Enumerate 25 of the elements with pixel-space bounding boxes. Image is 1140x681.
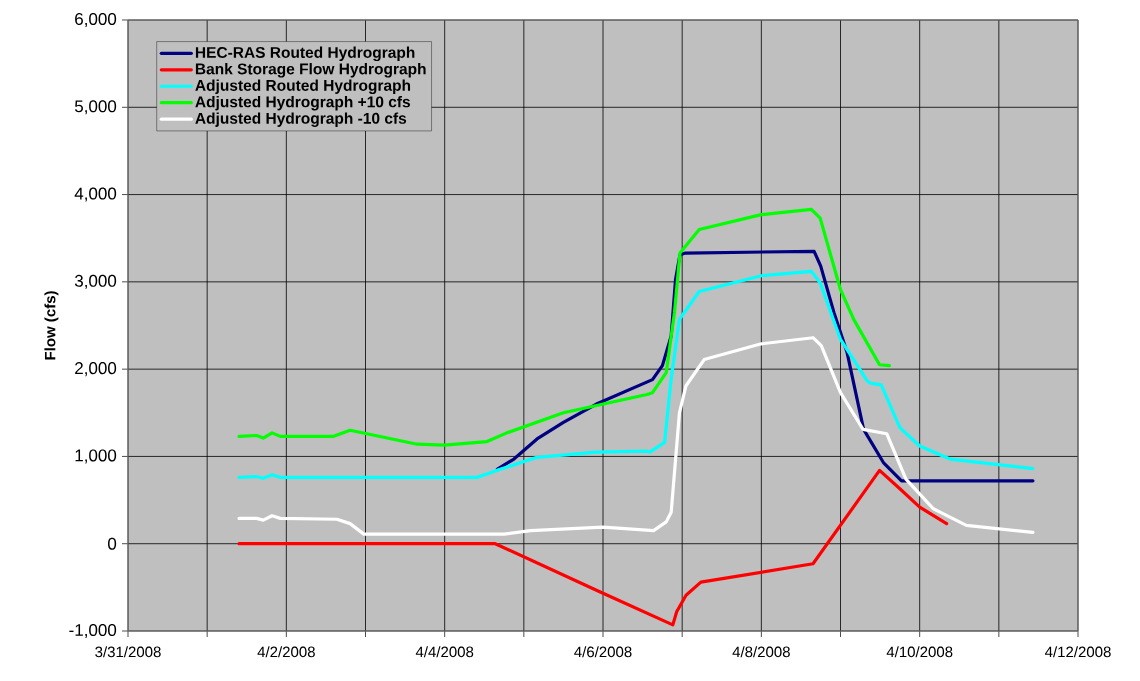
x-tick-label: 4/6/2008 [574, 646, 632, 658]
legend-label: Adjusted Hydrograph -10 cfs [195, 112, 407, 127]
y-tick-label: -1,000 [69, 623, 117, 639]
line-series [237, 269, 1035, 480]
legend-label: Bank Storage Flow Hydrograph [195, 63, 426, 78]
legend-label: Adjusted Hydrograph +10 cfs [195, 95, 410, 111]
line-series [237, 468, 949, 627]
y-tick-label: 0 [108, 537, 117, 550]
x-tick-label: 4/4/2008 [415, 646, 474, 658]
y-tick-label: 4,000 [74, 187, 117, 202]
y-tick-label: 5,000 [74, 100, 117, 115]
y-tick-label: 3,000 [74, 274, 117, 289]
y-tick-label: 1,000 [75, 449, 117, 464]
line-series [237, 336, 1035, 536]
x-tick-label: 4/12/2008 [1044, 646, 1111, 658]
y-tick-label: 2,000 [75, 362, 117, 377]
x-tick-label: 4/2/2008 [257, 646, 315, 658]
legend-label: HEC-RAS Routed Hydrograph [195, 46, 415, 62]
legend-label: Adjusted Routed Hydrograph [195, 79, 411, 95]
x-tick-label: 3/31/2008 [95, 646, 161, 658]
x-tick-label: 4/10/2008 [886, 646, 953, 658]
line-series [237, 207, 892, 447]
x-tick-label: 4/8/2008 [732, 646, 790, 658]
y-tick-label: 6,000 [75, 12, 117, 28]
y-axis-title: Flow (cfs) [44, 291, 59, 360]
